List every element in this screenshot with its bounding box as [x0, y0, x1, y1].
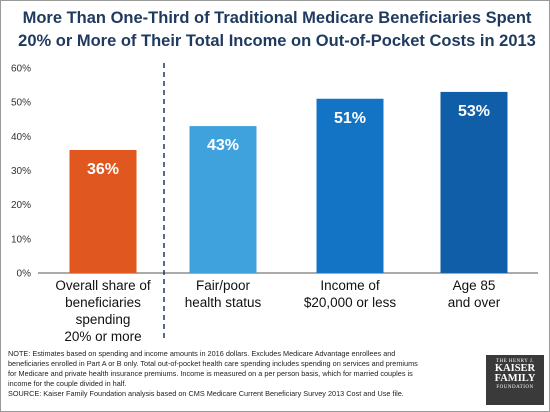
y-tick-label: 60% — [11, 64, 31, 75]
y-tick-label: 10% — [11, 234, 31, 245]
category-label: Age 85 and over — [414, 277, 534, 311]
bar-value-label: 36% — [87, 161, 119, 178]
category-label-line: Fair/poor — [195, 278, 251, 293]
bar-value-label: 51% — [334, 110, 366, 127]
category-label: Fair/poor health status — [163, 277, 283, 311]
category-label-line: $20,000 or less — [303, 295, 397, 310]
category-label: Overall share of beneficiaries spending 20%… — [43, 277, 163, 345]
footnote: NOTE: Estimates based on spending and in… — [8, 349, 428, 399]
category-label-line: health status — [184, 295, 262, 310]
category-label-line: Overall share of — [55, 278, 151, 293]
bar — [440, 91, 508, 274]
category-label-line: beneficiaries — [65, 295, 141, 310]
chart-title: More Than One-Third of Traditional Medic… — [18, 9, 536, 50]
category-label-line: and over — [447, 295, 501, 310]
bar-value-label: 43% — [207, 137, 239, 154]
bars: 36% 43% 51% 53% — [69, 91, 508, 274]
bar-value-label: 53% — [458, 103, 490, 120]
y-tick-label: 0% — [17, 269, 32, 280]
logo-bottom: FOUNDATION — [496, 385, 534, 390]
y-tick-label: 40% — [11, 132, 31, 143]
logo-line2: FAMILY — [494, 373, 536, 384]
category-label-line: Income of — [320, 278, 380, 293]
category-label-line: 20% or more — [64, 329, 142, 344]
bar — [316, 98, 384, 273]
logo-top: THE HENRY J. — [495, 359, 535, 364]
y-tick-label: 20% — [11, 200, 31, 211]
logo-line1: KAISER — [494, 363, 536, 374]
note-text: NOTE: Estimates based on spending and in… — [8, 349, 418, 388]
source-text: SOURCE: Kaiser Family Foundation analysi… — [8, 389, 404, 398]
y-tick-label: 30% — [11, 166, 31, 177]
category-label: Income of $20,000 or less — [290, 277, 410, 311]
y-tick-label: 50% — [11, 98, 31, 109]
category-label-line: spending — [75, 312, 131, 327]
bar — [69, 150, 137, 273]
category-label-line: Age 85 — [452, 278, 496, 293]
kff-logo: THE HENRY J. KAISER FAMILY FOUNDATION — [486, 355, 544, 405]
bar — [189, 126, 257, 273]
